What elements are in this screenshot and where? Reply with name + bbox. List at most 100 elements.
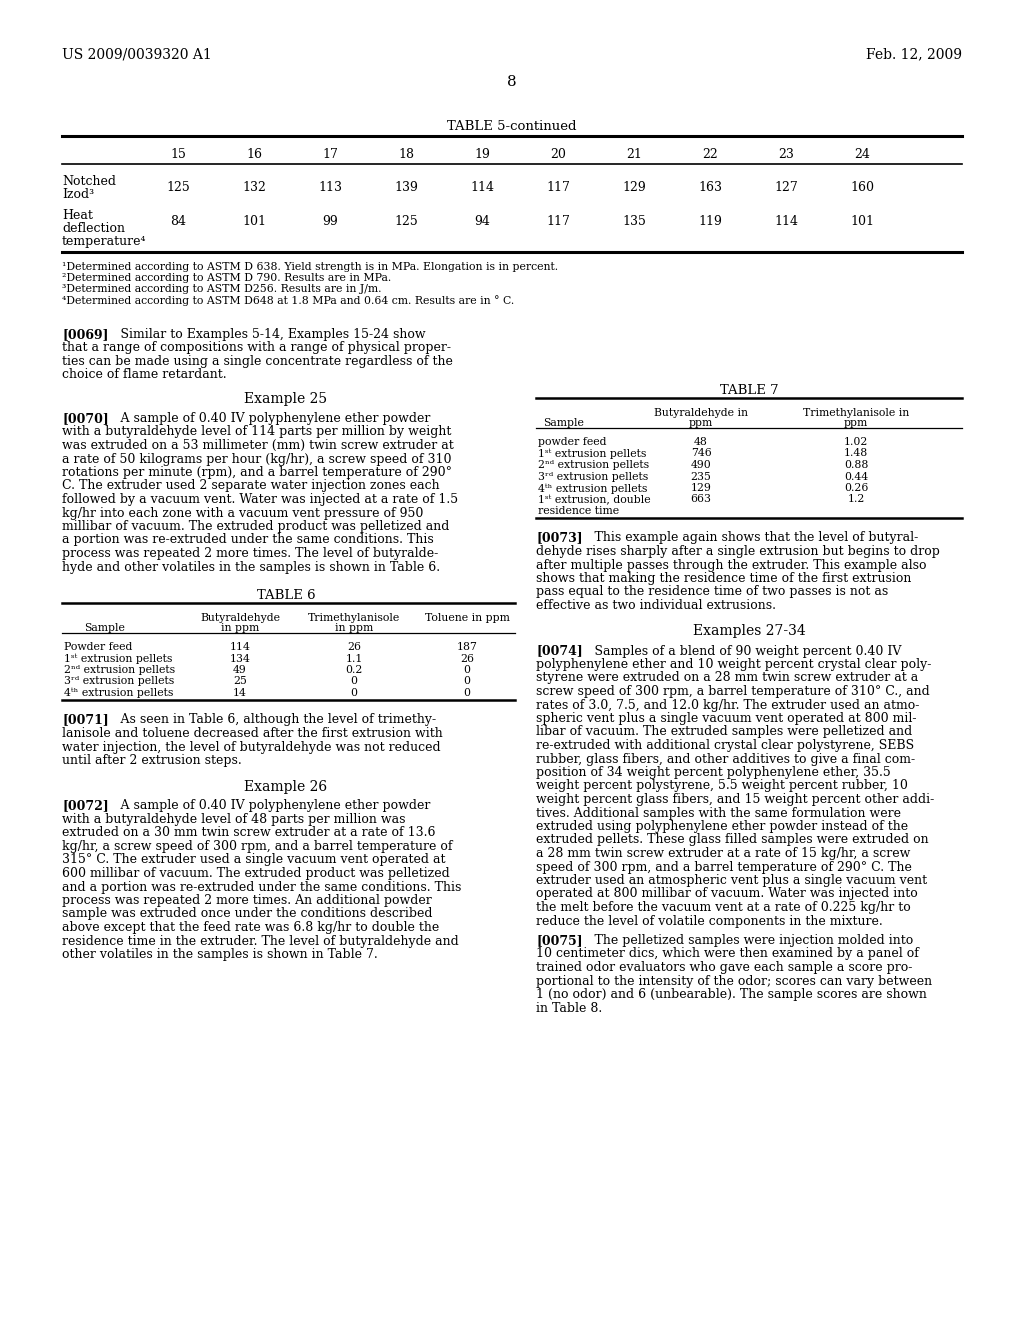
Text: As seen in Table 6, although the level of trimethy-: As seen in Table 6, although the level o… xyxy=(108,714,436,726)
Text: 0.88: 0.88 xyxy=(844,459,868,470)
Text: This example again shows that the level of butyral-: This example again shows that the level … xyxy=(582,532,919,544)
Text: Butyraldehyde in: Butyraldehyde in xyxy=(654,408,748,418)
Text: 10 centimeter dics, which were then examined by a panel of: 10 centimeter dics, which were then exam… xyxy=(536,948,919,961)
Text: [0069]: [0069] xyxy=(62,327,109,341)
Text: a rate of 50 kilograms per hour (kg/hr), a screw speed of 310: a rate of 50 kilograms per hour (kg/hr),… xyxy=(62,453,452,466)
Text: TABLE 7: TABLE 7 xyxy=(720,384,778,397)
Text: Similar to Examples 5-14, Examples 15-24 show: Similar to Examples 5-14, Examples 15-24… xyxy=(108,327,426,341)
Text: styrene were extruded on a 28 mm twin screw extruder at a: styrene were extruded on a 28 mm twin sc… xyxy=(536,672,919,685)
Text: position of 34 weight percent polyphenylene ether, 35.5: position of 34 weight percent polyphenyl… xyxy=(536,766,891,779)
Text: operated at 800 millibar of vacuum. Water was injected into: operated at 800 millibar of vacuum. Wate… xyxy=(536,887,918,900)
Text: 746: 746 xyxy=(690,449,712,458)
Text: ppm: ppm xyxy=(689,418,713,428)
Text: TABLE 5-continued: TABLE 5-continued xyxy=(447,120,577,133)
Text: 0.2: 0.2 xyxy=(345,665,362,675)
Text: Example 25: Example 25 xyxy=(245,392,328,407)
Text: 0: 0 xyxy=(464,665,470,675)
Text: 235: 235 xyxy=(690,471,712,482)
Text: 1.02: 1.02 xyxy=(844,437,868,447)
Text: ²Determined according to ASTM D 790. Results are in MPa.: ²Determined according to ASTM D 790. Res… xyxy=(62,273,391,282)
Text: 18: 18 xyxy=(398,148,414,161)
Text: extruded on a 30 mm twin screw extruder at a rate of 13.6: extruded on a 30 mm twin screw extruder … xyxy=(62,826,435,840)
Text: 1ˢᵗ extrusion pellets: 1ˢᵗ extrusion pellets xyxy=(538,449,646,459)
Text: was extruded on a 53 millimeter (mm) twin screw extruder at: was extruded on a 53 millimeter (mm) twi… xyxy=(62,440,454,451)
Text: Example 26: Example 26 xyxy=(245,780,328,793)
Text: 119: 119 xyxy=(698,215,722,228)
Text: 15: 15 xyxy=(170,148,186,161)
Text: 48: 48 xyxy=(694,437,708,447)
Text: Butyraldehyde: Butyraldehyde xyxy=(200,612,280,623)
Text: temperature⁴: temperature⁴ xyxy=(62,235,146,248)
Text: ³Determined according to ASTM D256. Results are in J/m.: ³Determined according to ASTM D256. Resu… xyxy=(62,284,382,294)
Text: Examples 27-34: Examples 27-34 xyxy=(692,624,805,639)
Text: followed by a vacuum vent. Water was injected at a rate of 1.5: followed by a vacuum vent. Water was inj… xyxy=(62,492,458,506)
Text: rotations per minute (rpm), and a barrel temperature of 290°: rotations per minute (rpm), and a barrel… xyxy=(62,466,452,479)
Text: 135: 135 xyxy=(622,215,646,228)
Text: water injection, the level of butyraldehyde was not reduced: water injection, the level of butyraldeh… xyxy=(62,741,440,754)
Text: ¹Determined according to ASTM D 638. Yield strength is in MPa. Elongation is in : ¹Determined according to ASTM D 638. Yie… xyxy=(62,261,558,272)
Text: Trimethylanisole in: Trimethylanisole in xyxy=(803,408,909,418)
Text: powder feed: powder feed xyxy=(538,437,606,447)
Text: US 2009/0039320 A1: US 2009/0039320 A1 xyxy=(62,48,212,61)
Text: 3ʳᵈ extrusion pellets: 3ʳᵈ extrusion pellets xyxy=(63,676,174,686)
Text: 99: 99 xyxy=(323,215,338,228)
Text: 1.48: 1.48 xyxy=(844,449,868,458)
Text: 125: 125 xyxy=(394,215,418,228)
Text: 84: 84 xyxy=(170,215,186,228)
Text: 163: 163 xyxy=(698,181,722,194)
Text: Trimethylanisole: Trimethylanisole xyxy=(308,612,400,623)
Text: 113: 113 xyxy=(318,181,342,194)
Text: [0073]: [0073] xyxy=(536,532,583,544)
Text: TABLE 6: TABLE 6 xyxy=(257,589,315,602)
Text: lanisole and toluene decreased after the first extrusion with: lanisole and toluene decreased after the… xyxy=(62,727,442,741)
Text: in Table 8.: in Table 8. xyxy=(536,1002,602,1015)
Text: the melt before the vacuum vent at a rate of 0.225 kg/hr to: the melt before the vacuum vent at a rat… xyxy=(536,902,910,913)
Text: 114: 114 xyxy=(229,642,251,652)
Text: ties can be made using a single concentrate regardless of the: ties can be made using a single concentr… xyxy=(62,355,453,368)
Text: extruder used an atmospheric vent plus a single vacuum vent: extruder used an atmospheric vent plus a… xyxy=(536,874,927,887)
Text: Toluene in ppm: Toluene in ppm xyxy=(425,612,509,623)
Text: 600 millibar of vacuum. The extruded product was pelletized: 600 millibar of vacuum. The extruded pro… xyxy=(62,867,450,880)
Text: A sample of 0.40 IV polyphenylene ether powder: A sample of 0.40 IV polyphenylene ether … xyxy=(108,800,430,813)
Text: a portion was re-extruded under the same conditions. This: a portion was re-extruded under the same… xyxy=(62,533,434,546)
Text: in ppm: in ppm xyxy=(335,623,373,634)
Text: 187: 187 xyxy=(457,642,477,652)
Text: weight percent polystyrene, 5.5 weight percent rubber, 10: weight percent polystyrene, 5.5 weight p… xyxy=(536,780,908,792)
Text: 1ˢᵗ extrusion, double: 1ˢᵗ extrusion, double xyxy=(538,495,650,504)
Text: The pelletized samples were injection molded into: The pelletized samples were injection mo… xyxy=(582,935,913,946)
Text: deflection: deflection xyxy=(62,222,125,235)
Text: 1.2: 1.2 xyxy=(847,495,864,504)
Text: 663: 663 xyxy=(690,495,712,504)
Text: above except that the feed rate was 6.8 kg/hr to double the: above except that the feed rate was 6.8 … xyxy=(62,921,439,935)
Text: rubber, glass fibers, and other additives to give a final com-: rubber, glass fibers, and other additive… xyxy=(536,752,915,766)
Text: spheric vent plus a single vacuum vent operated at 800 mil-: spheric vent plus a single vacuum vent o… xyxy=(536,711,916,725)
Text: weight percent glass fibers, and 15 weight percent other addi-: weight percent glass fibers, and 15 weig… xyxy=(536,793,934,807)
Text: pass equal to the residence time of two passes is not as: pass equal to the residence time of two … xyxy=(536,586,888,598)
Text: 125: 125 xyxy=(166,181,189,194)
Text: rates of 3.0, 7.5, and 12.0 kg/hr. The extruder used an atmo-: rates of 3.0, 7.5, and 12.0 kg/hr. The e… xyxy=(536,698,920,711)
Text: 127: 127 xyxy=(774,181,798,194)
Text: 24: 24 xyxy=(854,148,870,161)
Text: screw speed of 300 rpm, a barrel temperature of 310° C., and: screw speed of 300 rpm, a barrel tempera… xyxy=(536,685,930,698)
Text: kg/hr into each zone with a vacuum vent pressure of 950: kg/hr into each zone with a vacuum vent … xyxy=(62,507,423,520)
Text: 0: 0 xyxy=(464,688,470,698)
Text: 1 (no odor) and 6 (unbearable). The sample scores are shown: 1 (no odor) and 6 (unbearable). The samp… xyxy=(536,987,927,1001)
Text: 160: 160 xyxy=(850,181,874,194)
Text: kg/hr, a screw speed of 300 rpm, and a barrel temperature of: kg/hr, a screw speed of 300 rpm, and a b… xyxy=(62,840,453,853)
Text: 4ᵗʰ extrusion pellets: 4ᵗʰ extrusion pellets xyxy=(63,688,173,698)
Text: dehyde rises sharply after a single extrusion but begins to drop: dehyde rises sharply after a single extr… xyxy=(536,545,940,558)
Text: Feb. 12, 2009: Feb. 12, 2009 xyxy=(866,48,962,61)
Text: in ppm: in ppm xyxy=(221,623,259,634)
Text: 8: 8 xyxy=(507,75,517,88)
Text: trained odor evaluators who gave each sample a score pro-: trained odor evaluators who gave each sa… xyxy=(536,961,912,974)
Text: 17: 17 xyxy=(323,148,338,161)
Text: extruded using polyphenylene ether powder instead of the: extruded using polyphenylene ether powde… xyxy=(536,820,908,833)
Text: process was repeated 2 more times. The level of butyralde-: process was repeated 2 more times. The l… xyxy=(62,546,438,560)
Text: 114: 114 xyxy=(774,215,798,228)
Text: 20: 20 xyxy=(550,148,566,161)
Text: until after 2 extrusion steps.: until after 2 extrusion steps. xyxy=(62,754,242,767)
Text: with a butyraldehyde level of 48 parts per million was: with a butyraldehyde level of 48 parts p… xyxy=(62,813,406,826)
Text: after multiple passes through the extruder. This example also: after multiple passes through the extrud… xyxy=(536,558,927,572)
Text: 139: 139 xyxy=(394,181,418,194)
Text: extruded pellets. These glass filled samples were extruded on: extruded pellets. These glass filled sam… xyxy=(536,833,929,846)
